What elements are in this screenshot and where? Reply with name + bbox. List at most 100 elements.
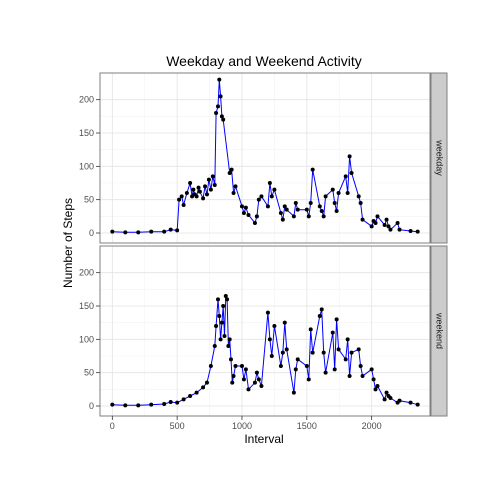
data-point: [256, 197, 261, 202]
data-point: [321, 350, 326, 355]
data-point: [230, 380, 235, 385]
data-point: [239, 364, 244, 368]
data-point: [284, 207, 289, 212]
data-point: [217, 77, 222, 82]
data-point: [415, 402, 420, 407]
data-point: [228, 357, 233, 362]
data-point: [336, 191, 341, 195]
data-point: [214, 324, 219, 328]
y-tick-label: 200: [79, 95, 94, 105]
data-point: [179, 194, 184, 199]
data-point: [310, 350, 315, 355]
panel-border: [99, 245, 431, 417]
data-point: [206, 177, 211, 182]
data-point: [408, 400, 413, 405]
facet-strip: [430, 72, 448, 244]
data-point: [304, 364, 309, 368]
facet-label-weekday: weekday: [435, 139, 445, 176]
data-point: [223, 294, 228, 298]
data-point: [358, 201, 363, 205]
y-tick-label: 50: [84, 195, 94, 205]
data-point: [201, 385, 206, 390]
data-point: [136, 230, 141, 235]
data-point: [188, 394, 193, 398]
data-point: [293, 367, 298, 372]
data-point: [375, 214, 380, 219]
data-point: [293, 201, 298, 205]
y-tick-label: 200: [79, 268, 94, 278]
data-point: [212, 183, 217, 187]
data-point: [397, 227, 402, 232]
panel-weekday: weekday 0 50 100 150 200: [79, 72, 448, 244]
data-point: [194, 390, 199, 395]
y-tick-label: 0: [89, 401, 94, 411]
data-point: [347, 154, 352, 159]
data-point: [175, 228, 180, 233]
data-point: [291, 214, 296, 219]
facet-strip: [430, 245, 448, 417]
data-point: [110, 229, 115, 234]
data-point: [259, 384, 264, 388]
data-point: [259, 194, 264, 199]
data-point: [323, 194, 328, 199]
data-point: [267, 337, 272, 342]
panel-background: [100, 246, 430, 416]
x-tick-label: 1500: [297, 421, 317, 431]
data-point: [149, 229, 154, 234]
data-point: [215, 297, 220, 302]
data-point: [194, 194, 199, 199]
data-point: [347, 374, 352, 378]
data-point: [278, 211, 283, 215]
data-point: [254, 214, 259, 219]
chart-title: Weekday and Weekend Activity: [166, 53, 362, 69]
data-point: [310, 167, 315, 172]
data-point: [181, 203, 186, 207]
y-tick-label: 50: [84, 368, 94, 378]
data-point: [306, 214, 311, 219]
y-tick-label: 150: [79, 301, 94, 311]
data-point: [356, 194, 361, 199]
data-point: [306, 377, 311, 382]
data-point: [265, 204, 270, 209]
data-point: [246, 213, 251, 217]
data-point: [254, 370, 259, 375]
data-point: [214, 111, 219, 115]
data-point: [373, 221, 378, 225]
data-point: [225, 297, 230, 302]
y-tick-label: 100: [79, 161, 94, 171]
data-point: [284, 347, 289, 352]
data-point: [162, 402, 167, 406]
data-point: [269, 354, 274, 358]
data-point: [221, 117, 226, 122]
data-point: [123, 403, 128, 408]
data-point: [243, 367, 248, 372]
data-point: [252, 221, 257, 225]
data-point: [369, 367, 374, 372]
data-point: [330, 187, 335, 192]
data-point: [384, 390, 389, 395]
data-point: [243, 205, 248, 210]
data-point: [204, 192, 209, 197]
data-point: [162, 229, 167, 234]
data-point: [395, 221, 400, 225]
data-point: [256, 377, 261, 382]
data-point: [219, 114, 224, 119]
x-tick-label: 1000: [232, 421, 252, 431]
data-point: [222, 334, 227, 338]
data-point: [181, 397, 186, 402]
data-point: [345, 191, 350, 195]
data-point: [269, 194, 274, 199]
data-point: [295, 357, 300, 362]
data-point: [375, 384, 380, 388]
data-point: [217, 314, 222, 318]
data-point: [218, 337, 223, 342]
panel-border: [99, 72, 431, 244]
data-point: [280, 350, 285, 355]
data-point: [384, 217, 389, 222]
data-point: [233, 364, 238, 368]
data-point: [231, 191, 236, 195]
data-point: [323, 370, 328, 375]
data-point: [295, 207, 300, 212]
